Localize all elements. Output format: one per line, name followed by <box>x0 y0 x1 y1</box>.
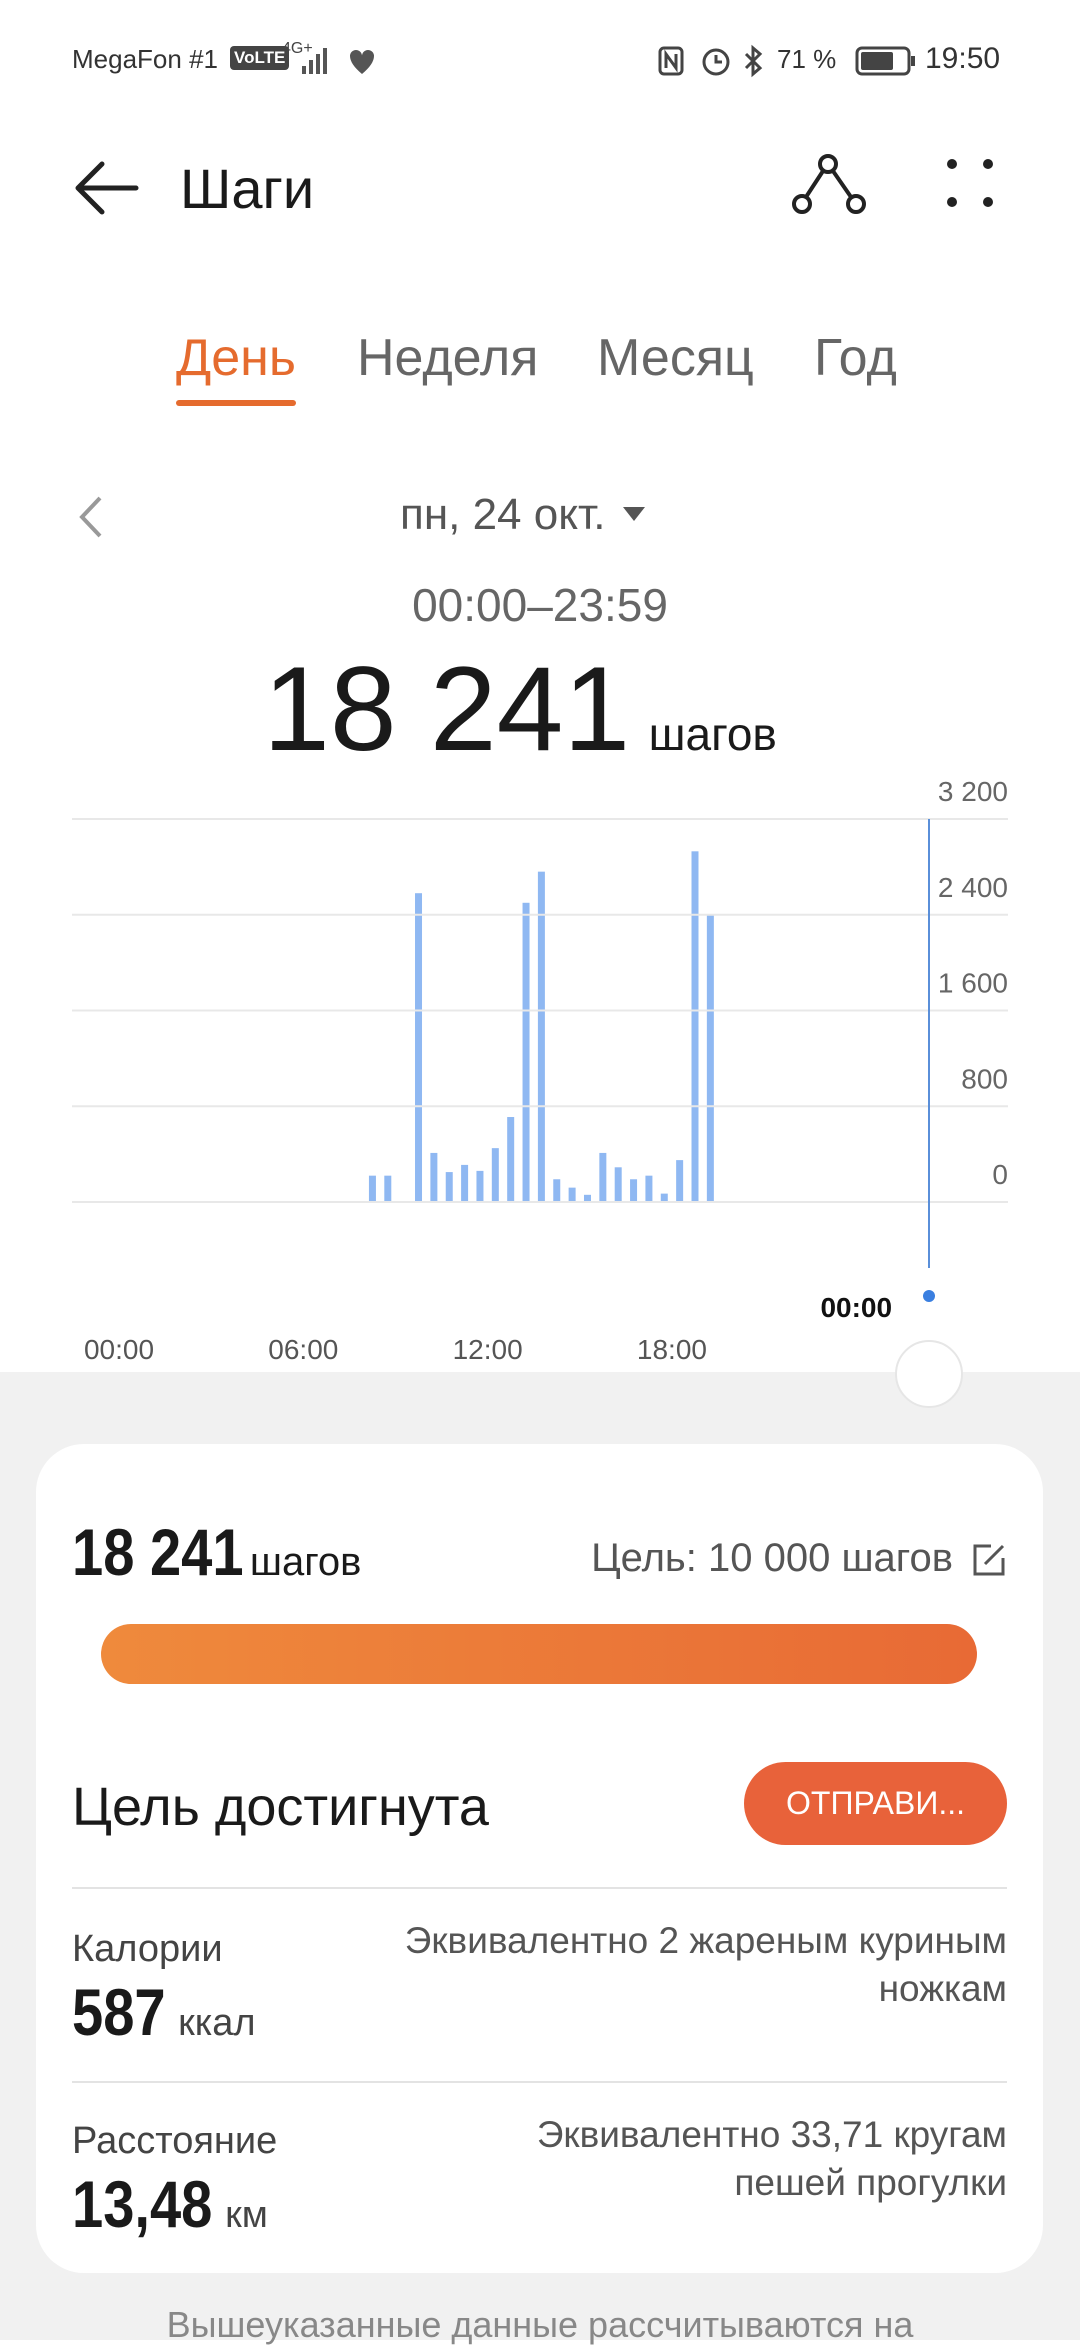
goal: Цель: 10 000 шагов <box>591 1536 953 1580</box>
note-line: Эквивалентно 2 жареным куриным <box>404 1920 1007 1961</box>
share-button[interactable]: ОТПРАВИ... <box>744 1762 1007 1845</box>
dropdown-arrow <box>623 507 646 521</box>
note-line: Эквивалентно 33,71 кругам <box>536 2114 1007 2155</box>
bar <box>660 1193 668 1202</box>
battery-percent: 71 % <box>777 44 837 74</box>
progress-bar <box>101 1624 977 1684</box>
bar <box>522 902 530 1202</box>
x-tick-label: 18:00 <box>637 1334 707 1365</box>
y-tick-label: 0 <box>992 1159 1008 1190</box>
divider <box>72 2081 1007 2083</box>
total-steps: 18 241 шагов <box>0 640 1080 778</box>
bar <box>568 1187 576 1202</box>
distance-note: Эквивалентно 33,71 кругам пешей прогулки <box>537 2114 1007 2204</box>
summary-steps: 18 241 шагов <box>72 1514 361 1584</box>
distance-unit: км <box>225 2194 268 2236</box>
tab[interactable]: День <box>176 329 296 387</box>
calories-note: Эквивалентно 2 жареным куриным ножкам <box>405 1920 1007 2010</box>
edit-goal-button[interactable] <box>971 1542 1007 1578</box>
bar <box>630 1179 638 1202</box>
total-value: 18 241 <box>263 642 631 776</box>
bar <box>491 1148 499 1202</box>
bar <box>583 1194 591 1202</box>
carrier: MegaFon #1 <box>72 44 218 74</box>
distance: 13,48 км <box>72 2166 268 2242</box>
bar <box>415 893 423 1202</box>
bar <box>599 1152 607 1202</box>
calories: 587 ккал <box>72 1974 256 2050</box>
bar <box>691 851 699 1202</box>
page-title: Шаги <box>180 157 315 220</box>
tab[interactable]: Год <box>814 329 897 387</box>
status-icons <box>658 44 763 78</box>
cursor-dot <box>923 1290 935 1302</box>
calories-value: 587 <box>72 1975 166 2049</box>
battery-icon <box>855 46 915 76</box>
y-tick-label: 800 <box>961 1063 1008 1094</box>
share-route-button[interactable] <box>790 152 870 218</box>
date-selector[interactable]: пн, 24 окт. <box>400 490 657 540</box>
bar <box>706 914 714 1202</box>
bar <box>476 1170 484 1202</box>
footer-note: Вышеуказанные данные рассчитываются на <box>166 2304 914 2345</box>
network: 4G+ <box>282 40 313 57</box>
back-button[interactable] <box>72 158 142 218</box>
clock: 19:50 <box>925 42 1001 75</box>
tab[interactable]: Месяц <box>597 329 754 387</box>
y-tick-label: 3 200 <box>938 776 1008 807</box>
bar <box>676 1160 684 1202</box>
time-range: 00:00–23:59 <box>412 579 668 631</box>
end-time-label: 00:00 <box>820 1292 892 1323</box>
bar <box>553 1179 561 1202</box>
tab[interactable]: Неделя <box>357 329 539 387</box>
summary-card: 18 241 шагов Цель: 10 000 шагов Цель дост… <box>36 1444 1043 2273</box>
bar <box>445 1172 453 1202</box>
divider <box>72 1887 1007 1889</box>
note-line: пешей прогулки <box>734 2162 1007 2203</box>
signal-icons <box>302 48 374 74</box>
bar <box>614 1167 622 1202</box>
bar <box>537 871 545 1202</box>
bar <box>430 1152 438 1202</box>
x-tick-label: 06:00 <box>268 1334 338 1365</box>
summary-steps-unit: шагов <box>249 1540 362 1584</box>
bar <box>645 1175 653 1202</box>
steps-chart: 00:00 18:00 12:00 06:00 00:00 3 200 2 400 1 600… <box>72 776 1008 1408</box>
summary-steps-value: 18 241 <box>72 1515 244 1584</box>
y-tick-label: 2 400 <box>938 872 1008 903</box>
calories-label: Калории <box>72 1928 223 1970</box>
x-tick-label: 00:00 <box>84 1334 154 1365</box>
calories-unit: ккал <box>178 2002 256 2044</box>
bar <box>368 1175 376 1202</box>
prev-day-button[interactable] <box>76 494 106 540</box>
volte-badge: VoLTE <box>230 46 290 70</box>
total-unit: шагов <box>648 708 777 760</box>
bar <box>507 1117 515 1202</box>
distance-value: 13,48 <box>72 2167 213 2241</box>
bar <box>461 1164 469 1202</box>
goal-status: Цель достигнута <box>72 1777 489 1837</box>
y-tick-label: 1 600 <box>938 968 1008 999</box>
x-tick-label: 12:00 <box>453 1334 523 1365</box>
more-button[interactable] <box>944 156 1000 212</box>
scroll-handle[interactable] <box>895 1340 963 1408</box>
date: пн, 24 окт. <box>400 490 606 539</box>
bar <box>384 1175 392 1202</box>
distance-label: Расстояние <box>72 2120 278 2162</box>
tab-underline <box>176 400 296 406</box>
note-line: ножкам <box>878 1968 1007 2009</box>
